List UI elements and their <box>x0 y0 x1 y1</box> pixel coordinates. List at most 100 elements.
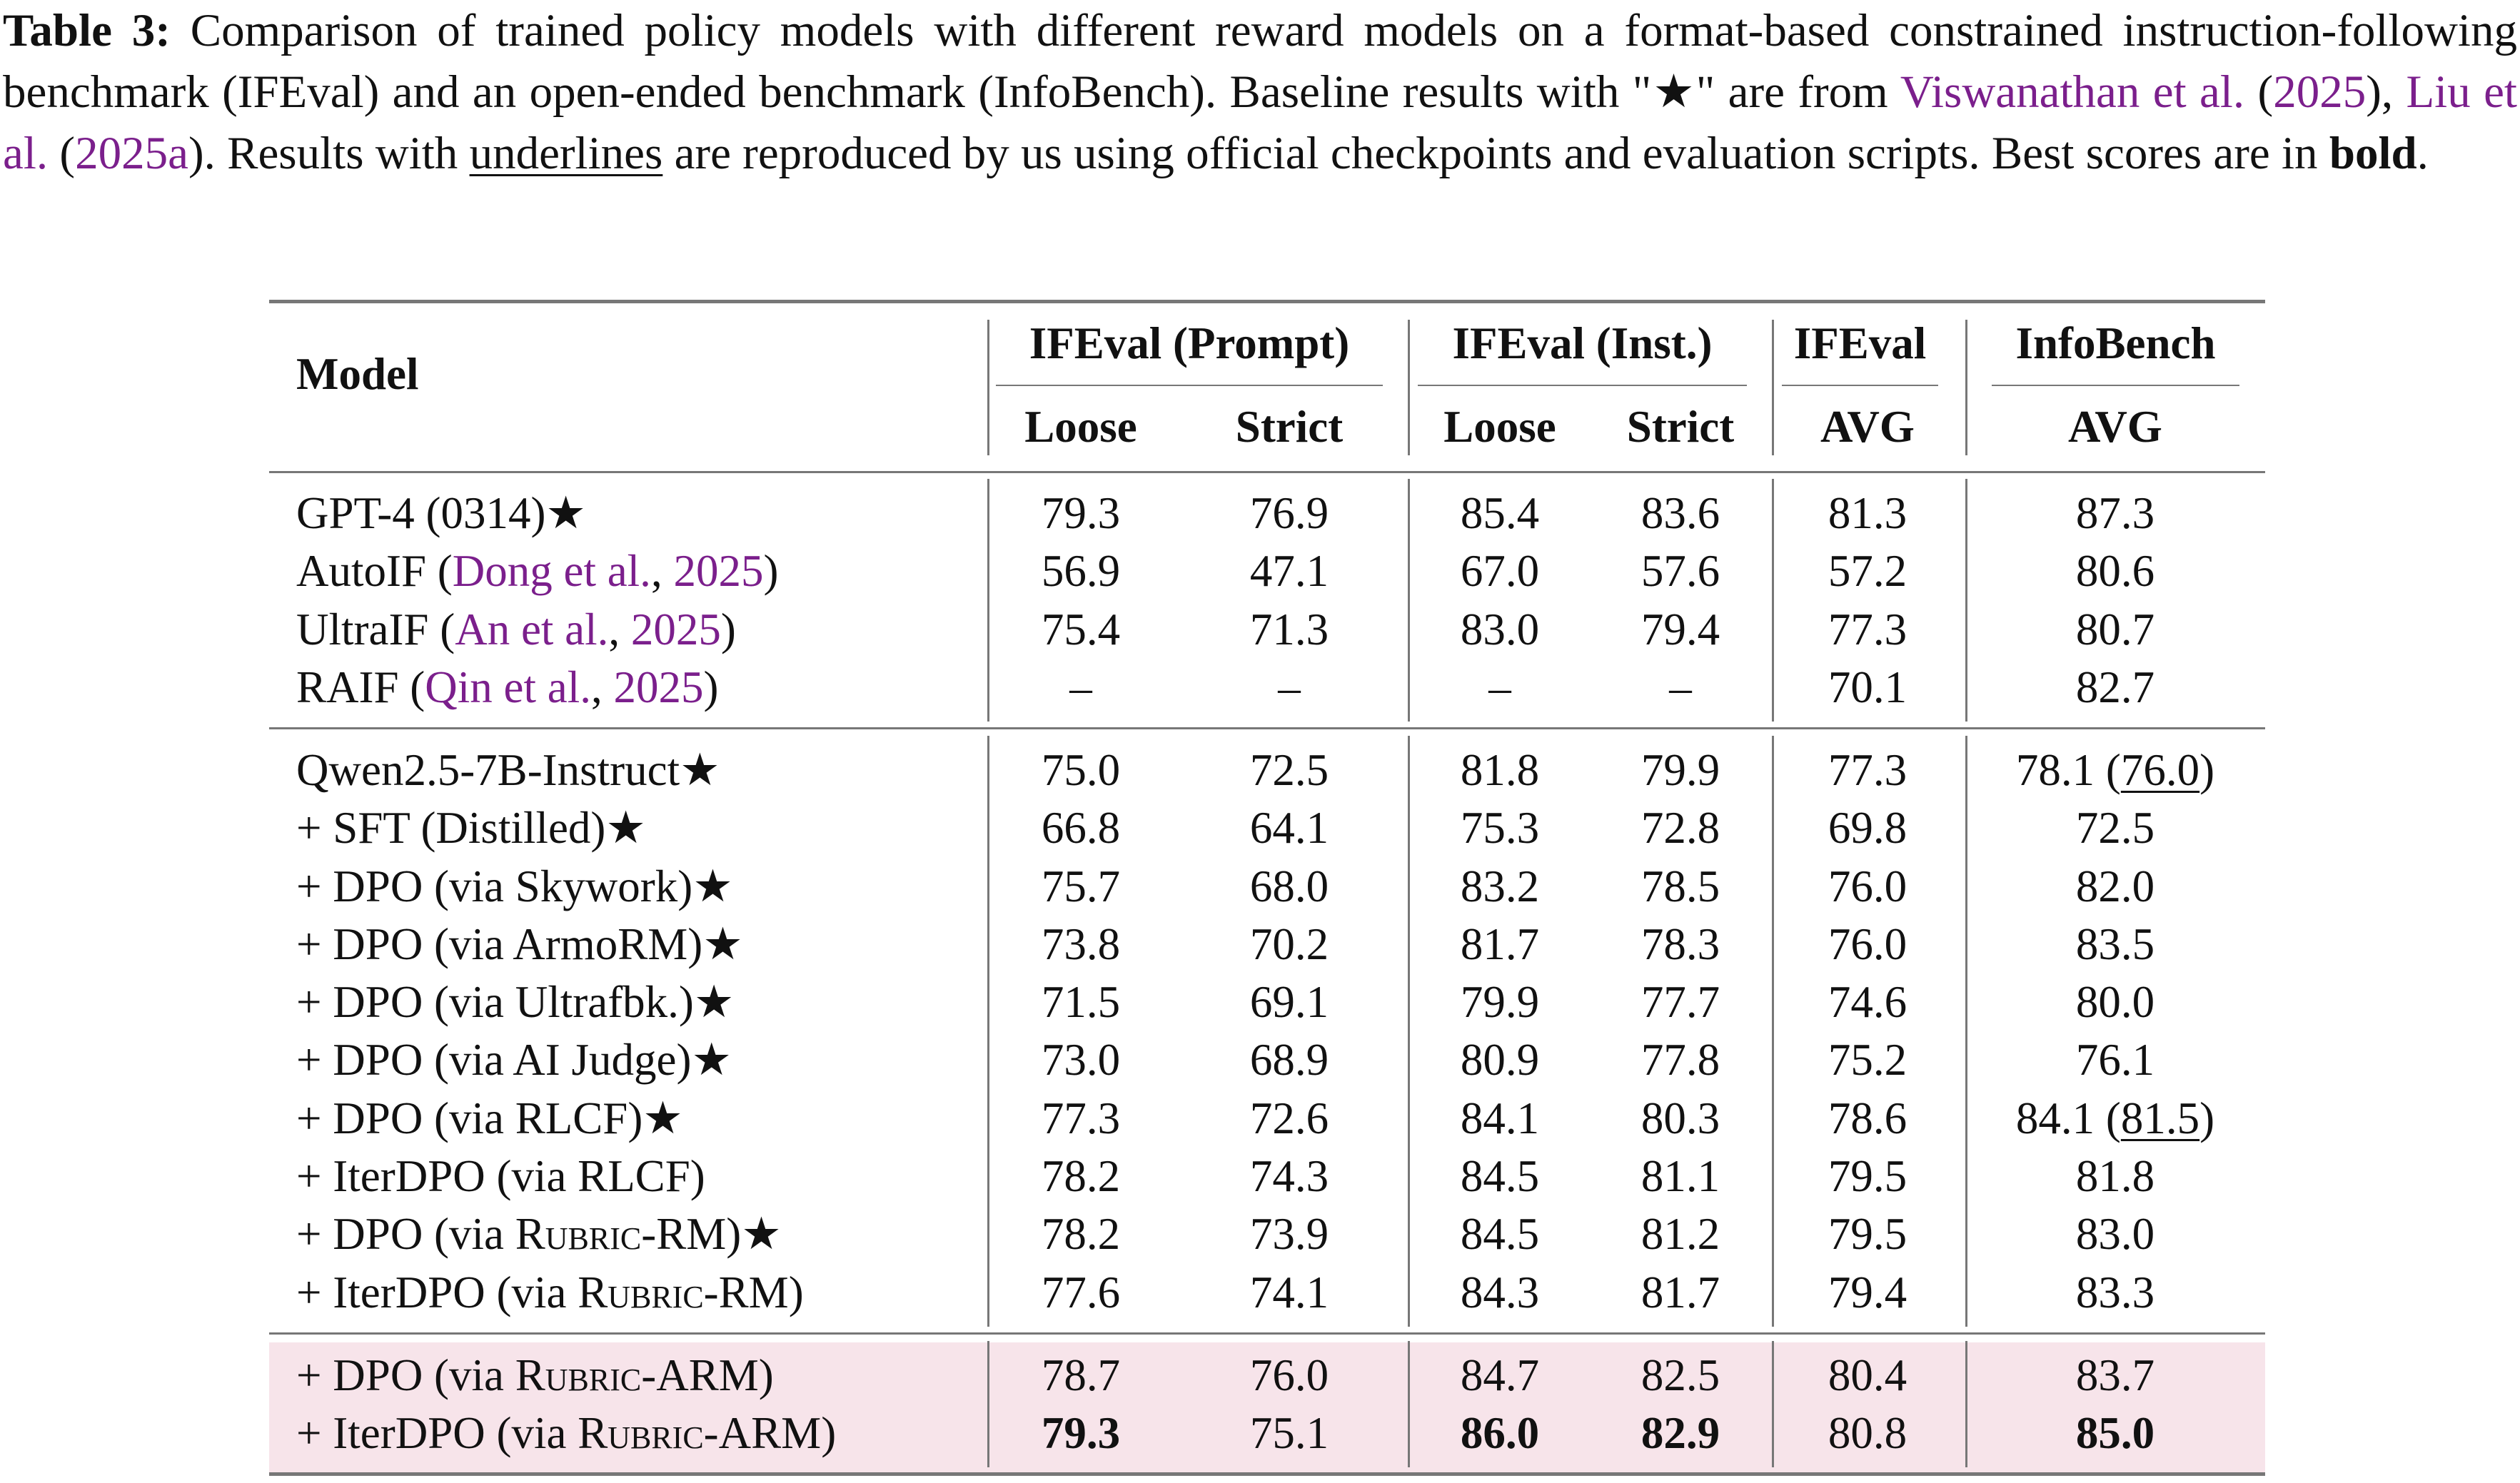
text: 76.0 <box>1828 861 1907 911</box>
citation-link[interactable]: 2025 <box>673 546 764 597</box>
score-cell: 74.1 <box>1250 1270 1329 1315</box>
model-name: UltraIF (An et al., 2025) <box>296 607 736 652</box>
column-divider <box>1965 735 1967 1327</box>
text: 71.3 <box>1249 604 1329 654</box>
text: 81.1 <box>1640 1151 1720 1201</box>
citation-link[interactable]: Liu et al. <box>3 66 2517 179</box>
score-cell: 84.1 (81.5) <box>2016 1095 2214 1141</box>
text: 77.3 <box>1828 604 1907 654</box>
text: ) <box>720 604 736 654</box>
score-cell: 76.0 <box>1828 864 1907 909</box>
score-cell: 84.3 <box>1461 1270 1539 1315</box>
score-cell: 66.8 <box>1042 805 1120 851</box>
text: + DPO (via AI Judge)★ <box>296 1035 732 1085</box>
score-cell: 78.2 <box>1042 1153 1120 1199</box>
text: 64.1 <box>1249 803 1329 854</box>
text: + DPO (via <box>296 1209 515 1260</box>
citation-link[interactable]: 2025 <box>2273 66 2367 118</box>
text: 77.7 <box>1640 977 1720 1028</box>
score-cell: 76.9 <box>1250 490 1329 536</box>
score-cell: 75.1 <box>1250 1410 1329 1456</box>
model-name: + DPO (via Rubric-ARM) <box>296 1352 774 1398</box>
text: 83.0 <box>2075 1209 2155 1260</box>
score-cell: 72.5 <box>2076 805 2154 851</box>
text: + IterDPO (via RLCF) <box>296 1151 705 1201</box>
citation-link[interactable]: Qin et al. <box>425 662 591 712</box>
score-cell: 77.6 <box>1042 1270 1120 1315</box>
citation-link[interactable]: 2025 <box>613 662 704 712</box>
score-cell: 76.0 <box>1828 921 1907 967</box>
model-name: Qwen2.5-7B-Instruct★ <box>296 747 720 793</box>
text: 84.5 <box>1460 1209 1540 1260</box>
text: 84.1 ( <box>2015 1093 2121 1143</box>
citation-link[interactable]: 2025a <box>75 128 188 179</box>
column-divider <box>1407 479 1410 722</box>
text: Qwen2.5-7B-Instruct★ <box>296 744 720 795</box>
text: 74.3 <box>1249 1151 1329 1201</box>
score-cell: 72.8 <box>1641 805 1720 851</box>
score-cell: 82.9 <box>1641 1410 1720 1456</box>
text: 79.9 <box>1640 744 1720 795</box>
section-rule <box>269 1332 2265 1335</box>
text: 84.1 <box>1460 1093 1540 1143</box>
text: 57.2 <box>1828 546 1907 597</box>
score-cell: 78.1 (76.0) <box>2016 747 2214 793</box>
citation-link[interactable]: Dong et al. <box>452 546 651 597</box>
score-cell: 68.0 <box>1250 864 1329 909</box>
score-cell: 84.5 <box>1461 1153 1539 1199</box>
text: 56.9 <box>1041 546 1121 597</box>
text: Comparison of trained policy models with… <box>3 5 2517 118</box>
text: – <box>1488 662 1511 712</box>
text: 87.3 <box>2075 488 2155 538</box>
caption: Table 3: Comparison of trained policy mo… <box>3 0 2517 184</box>
text: 69.1 <box>1249 977 1329 1028</box>
text: 76.1 <box>2075 1035 2155 1085</box>
text: 73.8 <box>1041 918 1121 969</box>
score-cell: 80.8 <box>1828 1410 1907 1456</box>
score-cell: 70.1 <box>1828 664 1907 710</box>
text: 79.3 <box>1041 488 1121 538</box>
text: 68.9 <box>1249 1035 1329 1085</box>
column-header: AVG <box>2068 402 2162 452</box>
bold-text: 86.0 <box>1460 1407 1540 1458</box>
citation-link[interactable]: An et al. <box>455 604 609 654</box>
text: 79.5 <box>1828 1151 1907 1201</box>
bottom-rule <box>269 1472 2265 1477</box>
text: 66.8 <box>1041 803 1121 854</box>
model-name: + IterDPO (via Rubric-RM) <box>296 1270 804 1315</box>
score-cell: 70.2 <box>1250 921 1329 967</box>
text: 73.9 <box>1249 1209 1329 1260</box>
bold-text: 82.9 <box>1640 1407 1720 1458</box>
text: 80.4 <box>1828 1350 1907 1400</box>
score-cell: 78.5 <box>1641 864 1720 909</box>
text: 81.8 <box>2075 1151 2155 1201</box>
bold-text: 79.3 <box>1041 1407 1121 1458</box>
citation-link[interactable]: Viswanathan et al. <box>1900 66 2245 118</box>
text: 70.2 <box>1249 918 1329 969</box>
text: 79.5 <box>1828 1209 1907 1260</box>
model-name: RAIF (Qin et al., 2025) <box>296 664 718 710</box>
text: ) <box>763 546 779 597</box>
text: 80.6 <box>2075 546 2155 597</box>
score-cell: 78.6 <box>1828 1095 1907 1141</box>
text: 75.3 <box>1460 803 1540 854</box>
score-cell: – <box>1069 664 1092 710</box>
text: 70.1 <box>1828 662 1907 712</box>
score-cell: 83.2 <box>1461 864 1539 909</box>
text: – <box>1669 662 1692 712</box>
text: 72.5 <box>1249 744 1329 795</box>
text: 81.7 <box>1640 1267 1720 1317</box>
citation-link[interactable]: 2025 <box>630 604 721 654</box>
score-cell: 72.5 <box>1250 747 1329 793</box>
text: are reproduced by us using official chec… <box>662 128 2329 179</box>
text: , <box>650 546 674 597</box>
text: 83.0 <box>1460 604 1540 654</box>
model-name: + DPO (via Ultrafbk.)★ <box>296 979 734 1025</box>
text: 75.2 <box>1828 1035 1907 1085</box>
text: 75.1 <box>1249 1407 1329 1458</box>
bold-text: 85.0 <box>2075 1407 2155 1458</box>
score-cell: 47.1 <box>1250 548 1329 594</box>
score-cell: 79.3 <box>1042 1410 1120 1456</box>
score-cell: 67.0 <box>1461 548 1539 594</box>
group-underline <box>1782 385 1938 386</box>
